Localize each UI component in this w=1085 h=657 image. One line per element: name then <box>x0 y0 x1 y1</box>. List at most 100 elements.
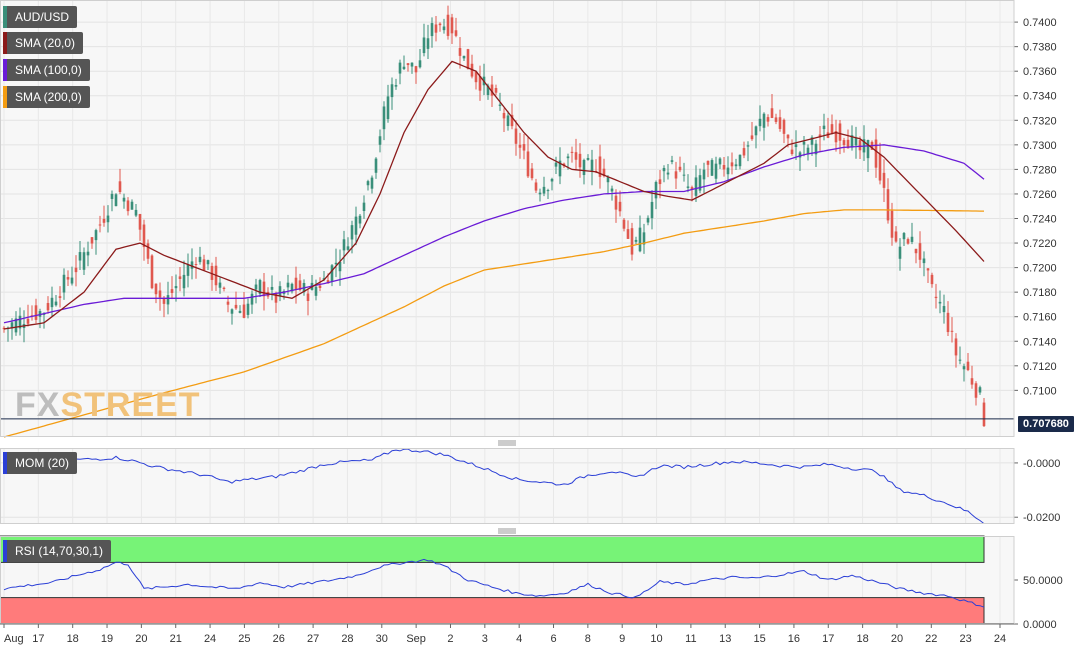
candle-body <box>306 293 310 301</box>
candle-body <box>734 164 738 167</box>
legend-label: AUD/USD <box>15 10 70 24</box>
candle-body <box>818 134 822 138</box>
candle-body <box>942 306 946 313</box>
candle-body <box>58 296 62 298</box>
candle-body <box>702 169 706 180</box>
candle-body <box>534 182 538 191</box>
x-tick-label: 27 <box>307 633 319 645</box>
sma100-line <box>3 144 985 324</box>
x-tick-label: 6 <box>550 633 556 645</box>
candle-body <box>346 246 350 250</box>
candle-body <box>474 71 478 83</box>
candle-body <box>674 171 678 179</box>
candle-body <box>274 293 278 303</box>
candle-body <box>606 177 610 183</box>
candle-body <box>918 243 922 260</box>
candle-body <box>758 118 762 127</box>
candle-body <box>438 23 442 26</box>
x-tick-label: 30 <box>376 633 388 645</box>
candle-body <box>162 297 166 304</box>
candle-body <box>514 128 518 144</box>
legend-sma100[interactable]: SMA (100,0) <box>3 59 90 81</box>
x-tick-label: 15 <box>753 633 765 645</box>
candle-body <box>230 309 234 314</box>
candle-body <box>502 112 506 119</box>
legend-sma200[interactable]: SMA (200,0) <box>3 86 90 108</box>
candle-body <box>478 76 482 91</box>
candle-body <box>962 366 966 370</box>
rsi-overbought-band <box>0 535 985 563</box>
candle-body <box>34 305 38 320</box>
candle-body <box>786 134 790 139</box>
candle-body <box>374 158 378 173</box>
candle-body <box>222 287 226 290</box>
candle-body <box>658 179 662 185</box>
x-tick-label: Aug <box>4 633 24 645</box>
candle-body <box>410 62 414 67</box>
pane-splitter[interactable] <box>498 440 516 446</box>
candle-body <box>454 30 458 36</box>
candle-body <box>422 37 426 54</box>
candle-body <box>178 276 182 279</box>
rsi-tick-label: 50.0000 <box>1023 575 1063 587</box>
candle-body <box>662 167 666 172</box>
x-tick-label: 9 <box>619 633 625 645</box>
x-tick-label: 24 <box>204 633 216 645</box>
y-tick-label: 0.7180 <box>1023 287 1057 299</box>
candle-body <box>350 225 354 240</box>
candle-body <box>730 162 734 167</box>
candle-body <box>142 224 146 248</box>
candle-body <box>130 201 134 210</box>
rsi-oversold-band <box>0 597 985 625</box>
candle-body <box>822 125 826 130</box>
x-tick-label: 20 <box>135 633 147 645</box>
candle-body <box>538 192 542 195</box>
candle-body <box>694 177 698 196</box>
x-tick-label: 22 <box>925 633 937 645</box>
legend-swatch <box>3 86 7 108</box>
candle-body <box>294 277 298 290</box>
candle-body <box>78 252 82 261</box>
lines-layer <box>0 60 1014 608</box>
x-tick-label: 28 <box>341 633 353 645</box>
x-tick-label: 19 <box>101 633 113 645</box>
legend-sma20[interactable]: SMA (20,0) <box>3 32 84 54</box>
candle-body <box>742 148 746 156</box>
pane-splitter[interactable] <box>498 528 516 534</box>
candle-body <box>738 154 742 167</box>
candle-body <box>814 143 818 155</box>
candle-body <box>978 387 982 393</box>
candle-body <box>794 144 798 148</box>
candle-body <box>546 190 550 192</box>
candle-body <box>874 139 878 168</box>
candle-body <box>858 140 862 151</box>
candle-body <box>26 318 30 324</box>
candle-body <box>210 266 214 280</box>
legend-rsi[interactable]: RSI (14,70,30,1) <box>3 540 112 562</box>
candle-body <box>838 123 842 141</box>
candle-body <box>770 108 774 118</box>
legend-label: SMA (200,0) <box>15 90 82 104</box>
candle-body <box>954 338 958 356</box>
x-tick-label: 23 <box>960 633 972 645</box>
axis-layer: 0.7100 0.7120 0.7140 0.7160 0.7180 0.7200 0.72… <box>0 0 1063 645</box>
candle-body <box>398 62 402 74</box>
x-tick-label: 25 <box>238 633 250 645</box>
x-tick-label: 10 <box>650 633 662 645</box>
candle-body <box>218 282 222 288</box>
candle-body <box>830 124 834 134</box>
legend-mom[interactable]: MOM (20) <box>3 452 77 474</box>
candle-body <box>126 200 130 212</box>
candle-body <box>118 181 122 192</box>
candle-body <box>790 149 794 155</box>
candle-body <box>290 283 294 292</box>
candle-body <box>698 175 702 191</box>
mom-tick-label: -0.0200 <box>1023 512 1060 524</box>
candle-body <box>338 261 342 272</box>
candle-body <box>902 233 906 240</box>
candle-body <box>666 172 670 175</box>
candle-body <box>486 85 490 96</box>
legend-instrument[interactable]: AUD/USD <box>3 6 78 28</box>
candle-body <box>426 38 430 49</box>
candle-body <box>334 262 338 265</box>
